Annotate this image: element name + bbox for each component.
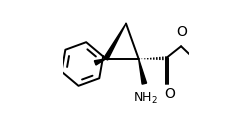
Polygon shape <box>104 23 126 60</box>
Polygon shape <box>94 59 106 65</box>
Text: NH$_2$: NH$_2$ <box>133 91 158 106</box>
Text: O: O <box>176 25 187 39</box>
Text: O: O <box>164 87 175 101</box>
Polygon shape <box>139 59 147 84</box>
